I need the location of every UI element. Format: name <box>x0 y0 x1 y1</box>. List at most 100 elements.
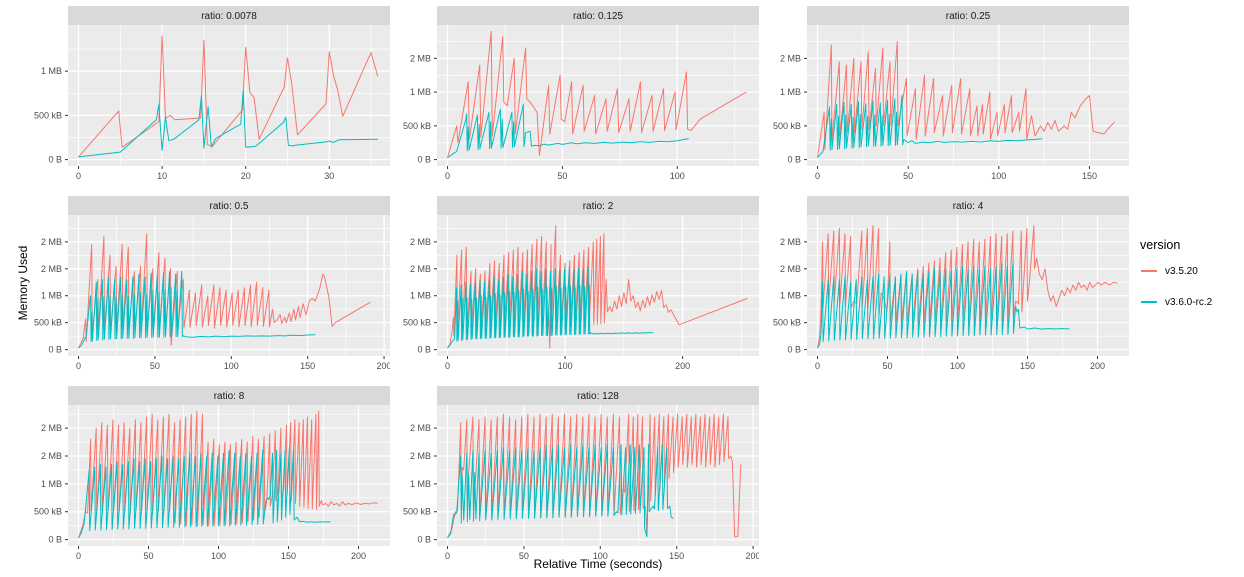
series-line-v3.5.20 <box>817 41 1116 158</box>
y-tick-label: 2 MB <box>410 423 431 433</box>
x-axis-title: Relative Time (seconds) <box>533 557 663 571</box>
legend-item: v3.6.0-rc.2 <box>1140 293 1244 311</box>
y-tick-label: 1 MB <box>780 87 801 97</box>
facet-strip <box>68 6 390 25</box>
y-tick-label: 2 MB <box>780 264 801 274</box>
facet-strip-label: ratio: 0.5 <box>210 201 249 212</box>
y-tick-label: 1 MB <box>41 66 62 76</box>
series-line-v3.6.0-rc.2 <box>447 444 674 539</box>
y-tick-label: 0 B <box>787 155 801 165</box>
y-tick-label: 500 kB <box>403 507 431 517</box>
x-tick-label: 50 <box>883 361 893 371</box>
x-tick-label: 100 <box>670 171 685 181</box>
facet-panel-ratio-0.125: ratio: 0.125 0 50 100 0 B 500 kB 1 MB 2 MB <box>403 6 759 181</box>
x-tick-label: 100 <box>224 361 239 371</box>
x-tick-label: 10 <box>157 171 167 181</box>
facet-strip <box>437 386 759 405</box>
facet-panel-ratio-2: ratio: 2 0 100 200 0 B 500 kB 1 MB 2 MB 2 MB <box>403 196 759 371</box>
x-tick-label: 100 <box>211 551 226 561</box>
y-tick-label: 0 B <box>48 155 62 165</box>
plot-area <box>807 25 1129 166</box>
y-tick-label: 1 MB <box>410 291 431 301</box>
y-tick-label: 2 MB <box>410 237 431 247</box>
series-line-v3.6.0-rc.2 <box>817 95 1043 158</box>
x-tick-label: 150 <box>1082 171 1097 181</box>
x-tick-label: 100 <box>593 551 608 561</box>
facet-panel-ratio-4: ratio: 4 0 50 100 150 200 0 B 500 kB 1 MB 2 MB 2 M… <box>773 196 1129 371</box>
y-tick-label: 2 MB <box>41 237 62 247</box>
legend-item-label: v3.6.0-rc.2 <box>1165 296 1213 308</box>
y-tick-label: 0 B <box>417 155 431 165</box>
x-tick-label: 20 <box>241 171 251 181</box>
series-line-v3.5.20 <box>447 30 747 158</box>
facet-strip-label: ratio: 8 <box>214 391 245 402</box>
y-tick-label: 500 kB <box>34 507 62 517</box>
y-tick-label: 0 B <box>48 535 62 545</box>
facet-strip-label: ratio: 0.125 <box>573 11 623 22</box>
legend-item-label: v3.5.20 <box>1165 265 1198 277</box>
x-tick-label: 100 <box>991 171 1006 181</box>
facet-strip-label: ratio: 0.0078 <box>201 11 257 22</box>
y-tick-label: 2 MB <box>41 451 62 461</box>
x-tick-label: 0 <box>76 171 81 181</box>
y-tick-label: 500 kB <box>34 318 62 328</box>
y-tick-label: 1 MB <box>41 479 62 489</box>
series-line-v3.5.20 <box>78 35 379 158</box>
x-tick-label: 0 <box>76 551 81 561</box>
series-line-v3.6.0-rc.2 <box>78 271 316 349</box>
y-tick-label: 2 MB <box>41 264 62 274</box>
x-tick-label: 0 <box>815 171 820 181</box>
x-tick-label: 200 <box>351 551 366 561</box>
y-tick-label: 500 kB <box>403 121 431 131</box>
legend-key <box>1140 293 1158 311</box>
facet-strip <box>68 196 390 215</box>
series-line-v3.6.0-rc.2 <box>447 266 654 349</box>
x-tick-label: 0 <box>445 551 450 561</box>
x-tick-label: 0 <box>815 361 820 371</box>
series-line-v3.6.0-rc.2 <box>817 262 1070 349</box>
x-tick-label: 50 <box>519 551 529 561</box>
series-line-v3.6.0-rc.2 <box>447 103 689 159</box>
x-tick-label: 200 <box>675 361 690 371</box>
x-tick-label: 30 <box>324 171 334 181</box>
facet-strip <box>807 196 1129 215</box>
x-tick-label: 100 <box>950 361 965 371</box>
y-tick-label: 500 kB <box>773 121 801 131</box>
x-tick-label: 200 <box>377 361 390 371</box>
x-tick-label: 150 <box>300 361 315 371</box>
y-tick-label: 1 MB <box>41 291 62 301</box>
facet-strip-label: ratio: 2 <box>583 201 614 212</box>
y-tick-label: 2 MB <box>780 237 801 247</box>
legend-key-line-icon <box>1141 301 1157 303</box>
facet-strip <box>437 6 759 25</box>
y-tick-label: 0 B <box>417 535 431 545</box>
x-tick-label: 0 <box>445 171 450 181</box>
x-tick-label: 200 <box>1090 361 1105 371</box>
y-tick-label: 0 B <box>417 345 431 355</box>
x-tick-label: 150 <box>281 551 296 561</box>
series-line-v3.5.20 <box>78 410 378 539</box>
facet-strip <box>437 196 759 215</box>
series-line-v3.6.0-rc.2 <box>78 90 378 158</box>
legend-key-line-icon <box>1141 270 1157 272</box>
x-tick-label: 150 <box>669 551 684 561</box>
legend-item: v3.5.20 <box>1140 262 1244 280</box>
y-tick-label: 1 MB <box>410 479 431 489</box>
y-tick-label: 2 MB <box>410 264 431 274</box>
y-tick-label: 500 kB <box>34 110 62 120</box>
y-tick-label: 2 MB <box>410 451 431 461</box>
legend: version v3.5.20 v3.6.0-rc.2 <box>1140 238 1244 324</box>
y-tick-label: 2 MB <box>41 423 62 433</box>
facet-strip-label: ratio: 0.25 <box>946 11 991 22</box>
facet-strip-label: ratio: 128 <box>577 391 619 402</box>
legend-key <box>1140 262 1158 280</box>
x-tick-label: 100 <box>558 361 573 371</box>
y-tick-label: 1 MB <box>780 291 801 301</box>
facet-panel-ratio-128: ratio: 128 0 50 100 150 200 0 B 500 kB 1 MB 2 MB 2… <box>403 386 759 561</box>
y-tick-label: 2 MB <box>780 53 801 63</box>
x-tick-label: 150 <box>1020 361 1035 371</box>
facet-panel-ratio-0.5: ratio: 0.5 0 50 100 150 200 0 B 500 kB 1 MB 2 MB 2… <box>34 196 390 371</box>
series-line-v3.6.0-rc.2 <box>78 447 331 539</box>
y-tick-label: 0 B <box>787 345 801 355</box>
